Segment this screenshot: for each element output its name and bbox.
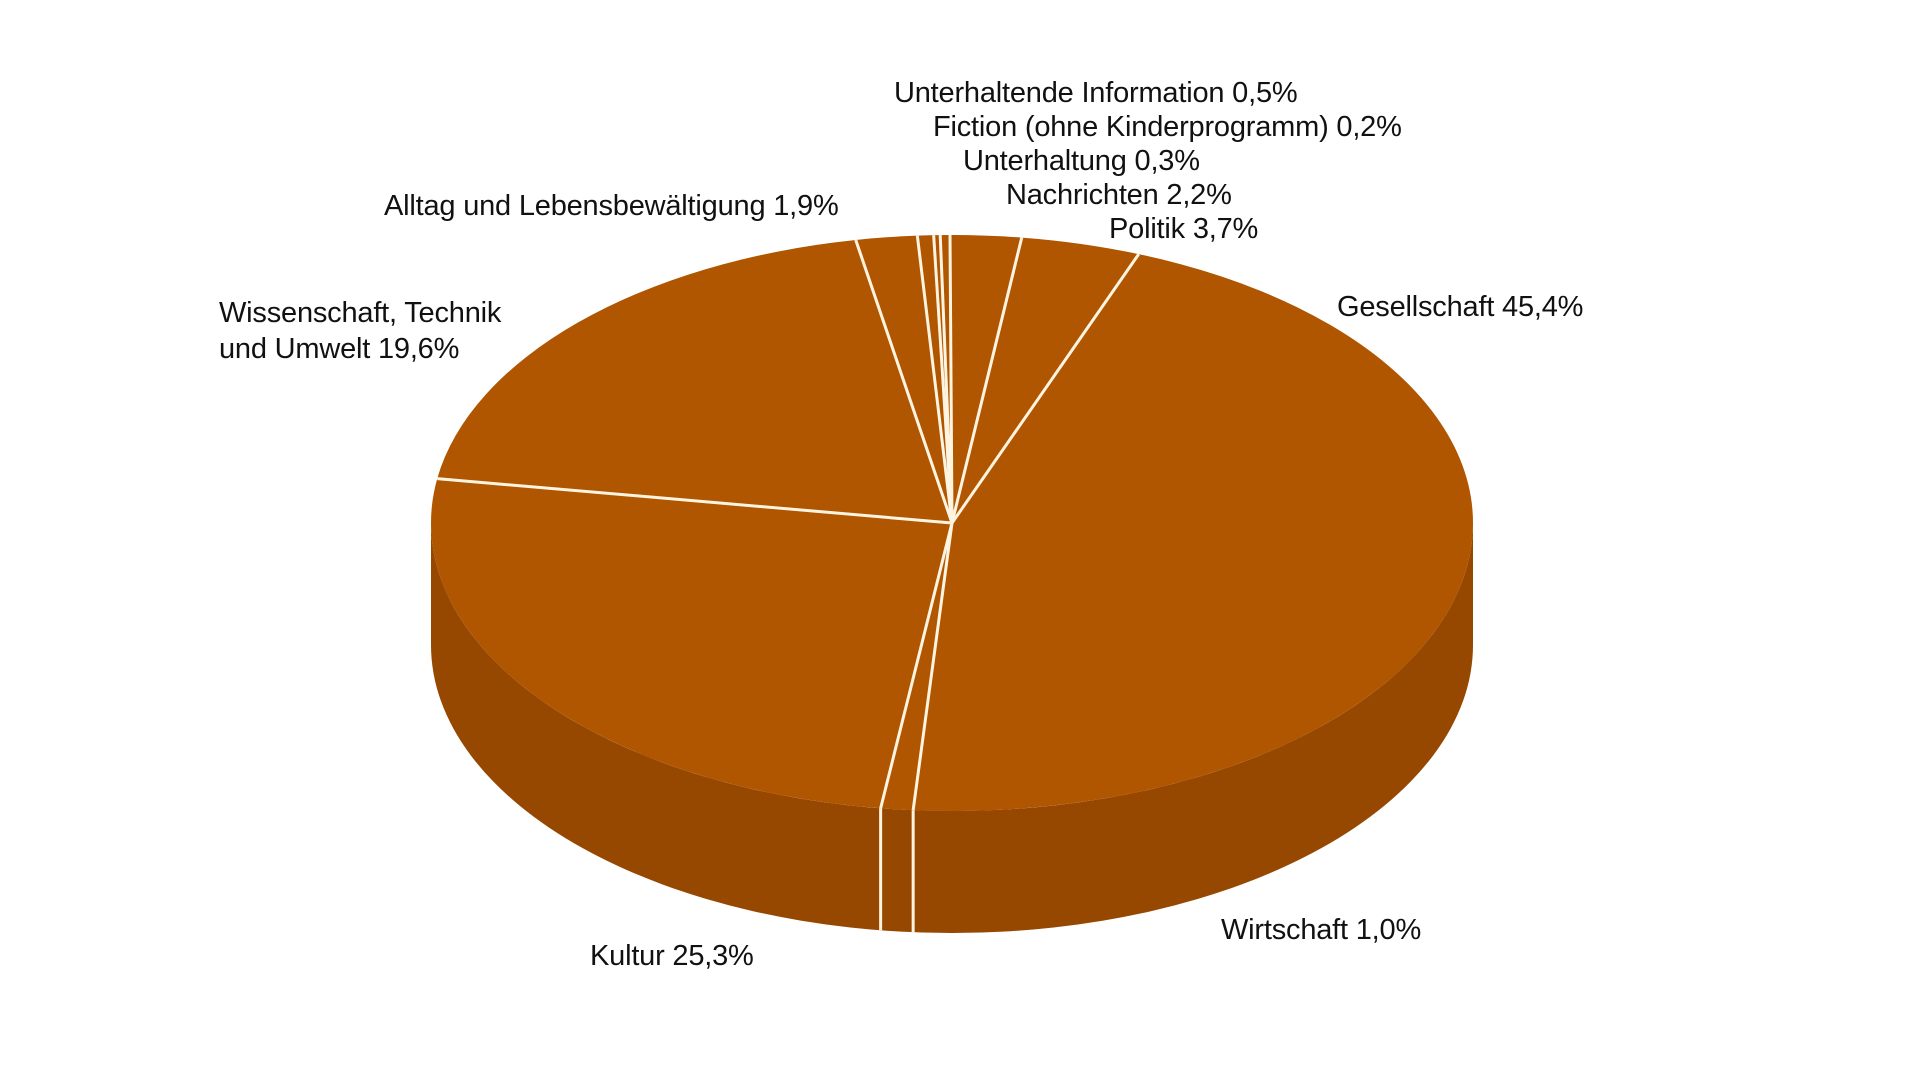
slice-separator xyxy=(437,477,953,525)
label-wissenschaft-line2: und Umwelt 19,6% xyxy=(219,333,460,365)
slice-kultur xyxy=(431,478,953,809)
pie-side-wall xyxy=(431,523,1473,933)
label-politik: Politik 3,7% xyxy=(1109,213,1259,245)
pie-wall xyxy=(431,523,1473,933)
slice-separator xyxy=(911,522,954,811)
slice-separator xyxy=(938,235,954,524)
slice-separator xyxy=(948,234,954,524)
slice-separator xyxy=(879,522,954,809)
slice-politik xyxy=(952,237,1139,523)
slice-wissenschaft-technik-und-umwelt xyxy=(437,239,953,524)
slice-separator xyxy=(854,239,954,524)
slice-separators xyxy=(437,234,1140,933)
label-wissenschaft-line1: Wissenschaft, Technik xyxy=(219,297,502,329)
label-wirtschaft: Wirtschaft 1,0% xyxy=(1221,914,1422,946)
label-alltag: Alltag und Lebensbewältigung 1,9% xyxy=(384,190,839,222)
label-unterhaltung: Unterhaltung 0,3% xyxy=(963,145,1200,177)
slice-separator xyxy=(950,237,1024,524)
label-kultur: Kultur 25,3% xyxy=(590,940,754,972)
label-fiction: Fiction (ohne Kinderprogramm) 0,2% xyxy=(933,111,1402,143)
slice-separator xyxy=(915,235,954,524)
label-unterhaltende-information: Unterhaltende Information 0,5% xyxy=(894,77,1298,109)
label-gesellschaft: Gesellschaft 45,4% xyxy=(1337,291,1584,323)
label-nachrichten: Nachrichten 2,2% xyxy=(1006,179,1232,211)
slice-gesellschaft xyxy=(913,254,1474,812)
slice-separator xyxy=(950,253,1140,524)
